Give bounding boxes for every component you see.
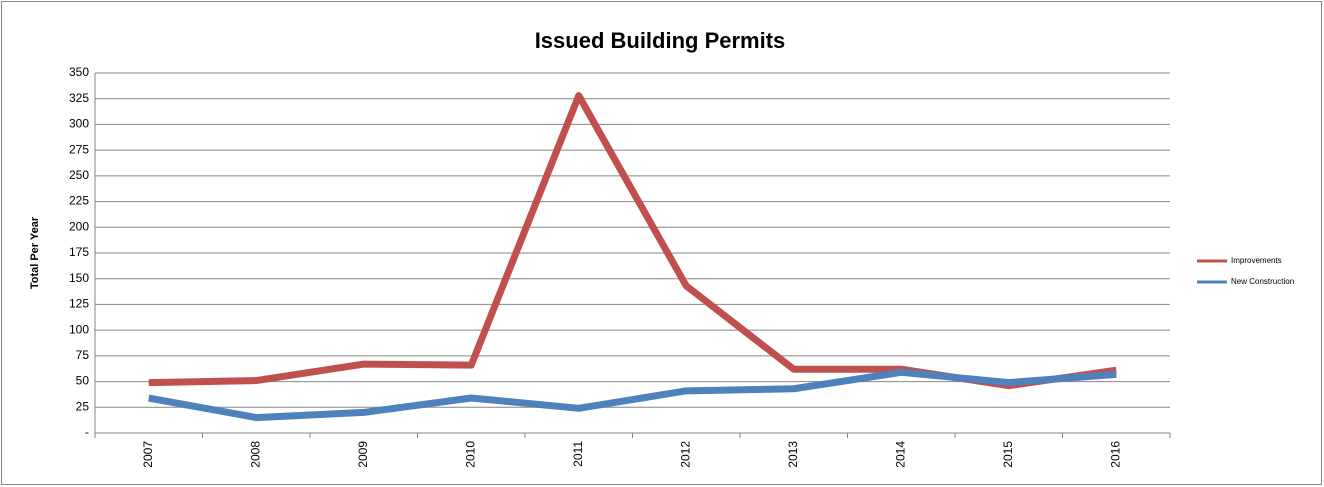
data-line [148, 368, 1117, 422]
x-tick-label: 2013 [786, 441, 800, 468]
y-tick-label: 25 [76, 399, 90, 413]
legend-label: New Construction [1231, 277, 1294, 286]
y-tick-label: 350 [69, 65, 89, 79]
x-tick-label: 2011 [571, 441, 585, 467]
legend-label: Improvements [1231, 256, 1282, 265]
chart-title: Issued Building Permits [535, 28, 786, 53]
y-tick-label: 325 [69, 91, 89, 105]
x-tick-label: 2015 [1001, 441, 1015, 468]
y-axis-title: Total Per Year [29, 216, 41, 289]
x-tick-label: 2016 [1108, 441, 1122, 468]
y-tick-label: 150 [69, 271, 89, 285]
x-tick-label: 2009 [356, 441, 370, 468]
y-tick-label: 125 [69, 297, 89, 311]
x-tick-label: 2010 [463, 441, 477, 468]
y-tick-label: 50 [76, 374, 90, 388]
x-tick-label: 2008 [248, 441, 262, 468]
y-tick-label: - [85, 425, 89, 439]
y-tick-label: 300 [69, 117, 89, 131]
y-tick-label: 200 [69, 219, 89, 233]
x-tick-label: 2007 [141, 441, 155, 468]
y-tick-label: 250 [69, 168, 89, 182]
y-tick-label: 275 [69, 142, 89, 156]
x-tick-label: 2012 [678, 441, 692, 468]
x-tick-label: 2014 [893, 441, 907, 468]
y-tick-label: 175 [69, 245, 89, 259]
y-tick-label: 225 [69, 194, 89, 208]
y-tick-label: 100 [69, 322, 89, 336]
y-tick-label: 75 [76, 348, 90, 362]
